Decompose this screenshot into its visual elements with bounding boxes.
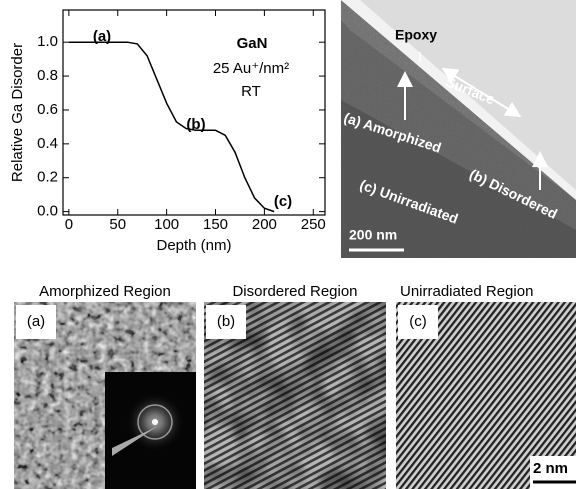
annotation: (b) bbox=[186, 116, 205, 133]
y-tick-label: 0.2 bbox=[37, 169, 58, 186]
x-tick-label: 250 bbox=[301, 216, 326, 233]
y-tick-label: 1.0 bbox=[37, 33, 58, 50]
y-tick-label: 0.8 bbox=[37, 67, 58, 84]
x-tick-label: 200 bbox=[252, 216, 277, 233]
panel-title: Disordered Region bbox=[232, 283, 357, 300]
figure: Epoxy Surface (a) Amorphized (c) Unirrad… bbox=[0, 0, 576, 489]
annotation: 25 Au⁺/nm² bbox=[213, 60, 289, 77]
y-tick-label: 0.4 bbox=[37, 135, 58, 152]
x-tick-label: 150 bbox=[203, 216, 228, 233]
x-tick-label: 0 bbox=[65, 216, 73, 233]
scale-bar-label: 200 nm bbox=[349, 227, 397, 243]
annotation: (a) bbox=[93, 28, 111, 45]
scale-bar-label: 2 nm bbox=[533, 460, 568, 477]
x-tick-label: 100 bbox=[154, 216, 179, 233]
annotation: (c) bbox=[274, 193, 292, 210]
hrtem-panel-c: Unirradiated Region (c) 2 nm bbox=[396, 283, 576, 489]
hrtem-panel-b: Disordered Region (b) bbox=[204, 283, 386, 489]
y-axis-label: Relative Ga Disorder bbox=[9, 43, 26, 182]
epoxy-label: Epoxy bbox=[395, 27, 437, 43]
x-tick-label: 50 bbox=[109, 216, 126, 233]
y-tick-label: 0.6 bbox=[37, 101, 58, 118]
tem-overview: Epoxy Surface (a) Amorphized (c) Unirrad… bbox=[341, 0, 576, 258]
x-axis-label: Depth (nm) bbox=[156, 237, 231, 254]
hrtem-panel-a: Amorphized Region (a) bbox=[14, 283, 196, 489]
panel-title: Amorphized Region bbox=[39, 283, 171, 300]
y-tick-label: 0.0 bbox=[37, 203, 58, 220]
annotation: RT bbox=[241, 83, 261, 100]
panel-title: Unirradiated Region bbox=[400, 283, 533, 300]
panel-label: (b) bbox=[217, 313, 235, 330]
panel-label: (c) bbox=[409, 313, 427, 330]
panel-label: (a) bbox=[27, 313, 45, 330]
page: {"chart_data": {"type": "line", "xlabel"… bbox=[0, 0, 576, 489]
annotation: GaN bbox=[237, 35, 268, 52]
